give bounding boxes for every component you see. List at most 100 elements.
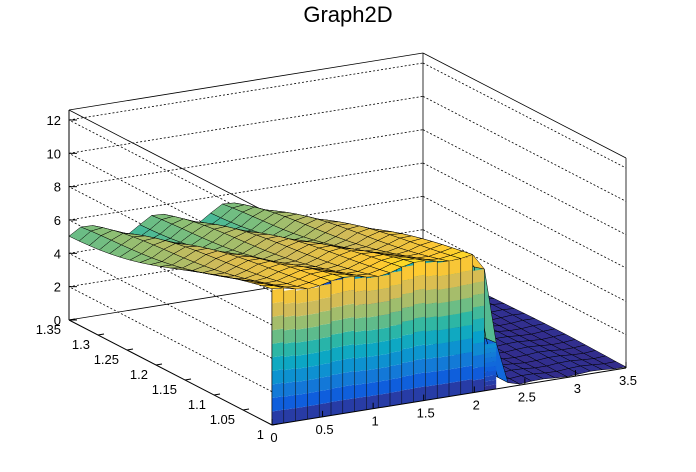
surface-wall-cell <box>354 343 367 359</box>
surface-wall-cell <box>449 313 461 329</box>
surface-wall-cell <box>460 338 473 354</box>
surface-wall-cell <box>449 354 461 370</box>
surface-wall-cell <box>295 380 308 396</box>
surface-wall-cell <box>319 323 331 339</box>
surface-wall-cell <box>390 350 402 366</box>
chart-title: Graph2D <box>303 2 393 27</box>
surface-wall-cell <box>378 314 390 330</box>
surface-wall-cell <box>460 283 473 300</box>
y-tick <box>97 333 105 336</box>
surface-wall-cell <box>295 354 308 369</box>
y-tick <box>126 348 134 351</box>
surface-wall-cell <box>307 404 320 420</box>
surface-wall-cell <box>331 292 343 308</box>
y-tick-label: 1.35 <box>36 322 61 337</box>
surface-wall-cell <box>401 388 414 405</box>
surface-wall-cell <box>331 319 343 335</box>
surface-wall-cell <box>307 326 320 341</box>
grid-line-back <box>68 129 424 188</box>
surface-wall-cell <box>295 367 308 383</box>
surface-wall-cell <box>378 327 390 343</box>
surface-wall-cell <box>484 379 497 387</box>
surface-wall-cell <box>484 375 497 382</box>
surface-wall-cell <box>354 330 367 346</box>
surface-wall-cell <box>484 361 497 368</box>
y-tick-label: 1.1 <box>188 397 206 412</box>
surface-wall-cell <box>390 270 402 287</box>
surface-wall-cell <box>460 297 473 313</box>
y-tick-label: 1 <box>257 427 264 442</box>
surface-wall-cell <box>366 381 379 397</box>
surface-wall-cell <box>460 311 473 327</box>
surface-wall-cell <box>319 310 331 326</box>
z-tick-label: 10 <box>47 146 61 161</box>
surface-wall-cell <box>401 374 414 391</box>
surface-wall-cell <box>425 384 438 401</box>
surface-wall-cell <box>354 290 367 306</box>
surface-wall-cell <box>342 357 355 373</box>
surface-wall-cell <box>449 340 461 356</box>
surface-wall-cell <box>472 366 485 381</box>
surface-wall-cell <box>425 302 438 319</box>
surface-wall-cell <box>425 275 438 291</box>
surface-wall-cell <box>366 394 379 410</box>
surface-wall-cell <box>437 261 449 277</box>
surface-wall-cell <box>331 306 343 322</box>
surface-wall-cell <box>295 393 308 409</box>
surface-wall-cell <box>378 300 390 316</box>
surface-wall-cell <box>283 328 296 344</box>
surface-wall-cell <box>484 365 497 373</box>
z-tick-label: 12 <box>47 113 61 128</box>
surface-wall-cell <box>390 377 402 393</box>
grid-line-right <box>422 95 627 202</box>
surface-wall-cell <box>460 351 473 368</box>
surface-wall-cell <box>366 289 379 305</box>
x-tick-label: 3.5 <box>619 373 637 388</box>
x-tick-label: 3 <box>574 381 581 396</box>
surface-wall-cell <box>413 302 426 319</box>
surface-wall-cell <box>272 301 284 317</box>
surface-wall-cell <box>319 349 331 365</box>
z-tick-label: 2 <box>54 280 61 295</box>
y-axis-line <box>68 319 273 426</box>
x-tick-label: 1.5 <box>417 406 435 421</box>
y-tick <box>242 408 250 411</box>
surface-wall-cell <box>460 365 473 381</box>
z-tick-label: 6 <box>54 213 61 228</box>
surface-wall-cell <box>413 330 426 347</box>
surface-wall-cell <box>319 376 331 392</box>
surface-wall-cell <box>460 256 473 273</box>
surface-wall-cell <box>425 357 438 373</box>
y-tick-label: 1.05 <box>210 412 235 427</box>
surface-cell <box>261 285 284 290</box>
surface-wall-cell <box>484 342 497 350</box>
surface-wall-cell <box>283 381 296 397</box>
surface-wall-cell <box>307 339 320 355</box>
surface-wall-cell <box>295 301 308 317</box>
surface-wall-cell <box>295 314 308 330</box>
surface-wall-cell <box>378 366 390 382</box>
surface-wall-cell <box>354 316 367 333</box>
surface-wall-cell <box>425 371 438 387</box>
surface-wall-cell <box>401 265 414 281</box>
surface-wall-cell <box>331 332 343 349</box>
grid-line-right <box>422 62 627 169</box>
back-edge-top <box>68 52 424 111</box>
surface-wall-cell <box>484 347 497 354</box>
grid-line-left <box>68 286 273 393</box>
surface-wall-cell <box>366 276 379 292</box>
surface-wall-cell <box>378 340 390 356</box>
surface-wall-cell <box>295 288 308 304</box>
surface-wall-cell <box>354 396 367 412</box>
surface-wall-cell <box>354 303 367 319</box>
surface-wall-cell <box>449 299 461 316</box>
surface-wall-cell <box>283 302 296 318</box>
z-tick-label: 8 <box>54 180 61 195</box>
surface-wall-cell <box>390 324 402 340</box>
z-tick-label: 4 <box>54 246 61 261</box>
x-axis-line <box>271 367 627 426</box>
surface-wall-cell <box>342 384 355 401</box>
surface-wall-cell <box>283 368 296 384</box>
surface-wall-cell <box>390 364 402 380</box>
